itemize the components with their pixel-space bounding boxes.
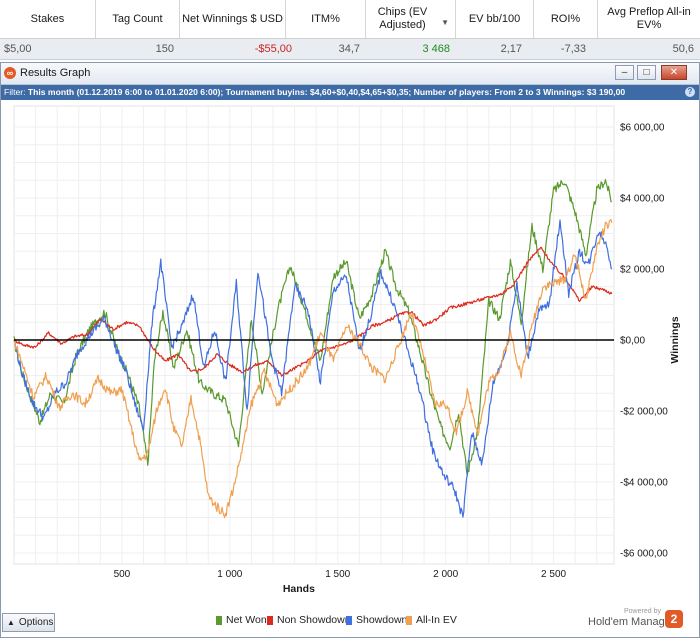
legend-label: All-In EV [416,614,457,626]
brand-name: Hold'em Manager [588,616,675,628]
column-header-itm[interactable]: ITM% [286,0,366,38]
legend-swatch [216,615,222,625]
y-tick-label: $4 000,00 [620,194,665,205]
y-tick-label: -$4 000,00 [620,478,668,489]
column-header-net-winnings[interactable]: Net Winnings $ USD [180,0,286,38]
legend-swatch [406,615,412,625]
results-graph-chart[interactable]: $6 000,00 $4 000,00 $2 000,00 $0,00 -$2 000,… [0,100,700,608]
powered-by-text: Powered by [624,608,661,615]
legend-swatch [346,615,352,625]
filter-label: Filter: [4,87,28,97]
filter-bar[interactable]: Filter: This month (01.12.2019 6:00 to 0… [1,85,699,100]
series-line-all-in-ev [13,219,613,519]
minimize-button[interactable]: – [615,65,634,80]
y-tick-label: $2 000,00 [620,265,665,276]
maximize-button[interactable]: □ [637,65,656,80]
legend-swatch [267,615,273,625]
column-header-roi[interactable]: ROI% [534,0,598,38]
cell-chips-ev: 3 468 [422,43,450,55]
close-button[interactable]: ✕ [661,65,687,80]
cell-roi: -7,33 [560,43,586,55]
cell-avg-preflop-allin-ev: 50,6 [672,43,694,55]
options-label: Options [18,617,54,628]
y-tick-label: -$6 000,00 [620,549,668,560]
x-tick-label: 1 500 [325,569,350,580]
x-tick-label: 2 500 [541,569,566,580]
legend-item-showdown[interactable]: Showdown [346,614,407,626]
x-axis-label: Hands [283,583,315,595]
sort-descending-icon: ▼ [441,18,449,27]
column-header-ev-bb100[interactable]: EV bb/100 [456,0,534,38]
options-button[interactable]: ▲ Options [2,613,55,632]
legend-item-net-won[interactable]: Net Won [216,614,267,626]
series-line-non-showdown [13,246,613,377]
cell-itm: 34,7 [338,43,360,55]
window-title: Results Graph [20,67,91,79]
stats-table-header: Stakes Tag Count Net Winnings $ USD ITM%… [0,0,700,39]
legend-item-non-showdown[interactable]: Non Showdown [267,614,351,626]
column-header-stakes[interactable]: Stakes [0,0,96,38]
table-row[interactable]: $5,00 150 -$55,00 34,7 3 468 2,17 -7,33 … [0,39,700,60]
y-tick-label: $6 000,00 [620,123,665,134]
help-icon[interactable]: ? [685,87,695,97]
column-header-chips-ev[interactable]: Chips (EV Adjusted) ▼ [366,0,456,38]
cell-stakes: $5,00 [4,43,32,55]
column-header-avg-preflop-allin-ev[interactable]: Avg Preflop All-in EV% [607,6,691,31]
holdem-manager-app-icon: ∞ [4,67,16,79]
cell-tag-count: 150 [155,43,174,55]
y-tick-label: $0,00 [620,336,645,347]
column-header-chips-ev-label: Chips (EV Adjusted) [377,6,428,31]
cell-ev-bb100: 2,17 [500,43,522,55]
plot-area [13,105,615,565]
cell-net-winnings: -$55,00 [254,43,292,55]
x-tick-label: 1 000 [217,569,242,580]
column-header-tag-count[interactable]: Tag Count [96,0,180,38]
holdem-manager-logo: 2 [665,610,683,628]
filter-text: This month (01.12.2019 6:00 to 01.01.202… [27,87,626,97]
legend-label: Non Showdown [277,614,351,626]
window-titlebar[interactable]: ∞ Results Graph – □ ✕ [1,63,699,85]
y-axis-label: Winnings [669,316,681,363]
caret-up-icon: ▲ [7,618,15,627]
legend-label: Net Won [226,614,267,626]
y-tick-label: -$2 000,00 [620,407,668,418]
x-tick-label: 2 000 [433,569,458,580]
x-tick-label: 500 [114,569,131,580]
legend-label: Showdown [356,614,408,626]
legend-item-allin-ev[interactable]: All-In EV [406,614,457,626]
